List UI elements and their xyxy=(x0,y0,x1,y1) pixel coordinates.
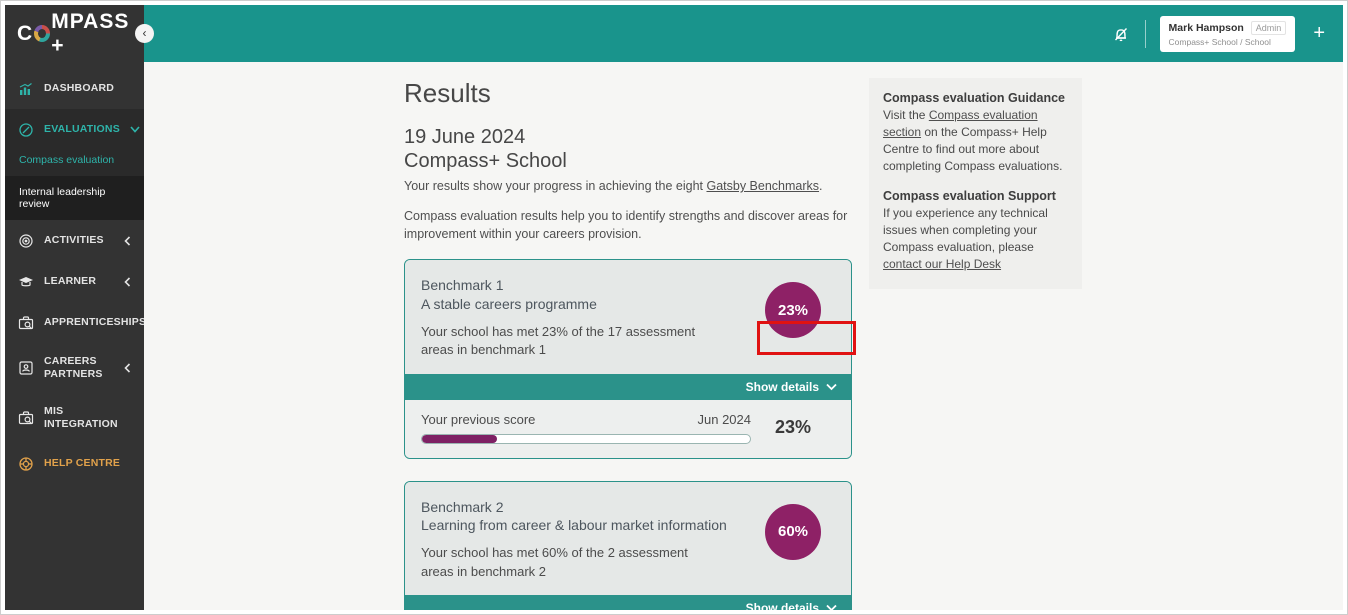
logo-area: C MPASS + ‹ xyxy=(5,5,154,62)
user-org-name: Compass+ School xyxy=(1168,36,1238,47)
user-account-menu[interactable]: Mark Hampson Admin Compass+ School / Sch… xyxy=(1159,15,1296,52)
sidebar-item-help-centre[interactable]: HELP CENTRE xyxy=(5,444,144,485)
user-org-type: School xyxy=(1244,36,1271,47)
sidebar-item-evaluations[interactable]: EVALUATIONS xyxy=(5,109,144,150)
result-date: 19 June 2024 xyxy=(404,126,526,148)
intro-text: Your results show your progress in achie… xyxy=(404,177,852,195)
benchmark-subtitle: Learning from career & labour market inf… xyxy=(421,517,727,534)
add-button[interactable]: + xyxy=(1309,22,1329,45)
sidebar-label-apprenticeships: APPRENTICESHIPS xyxy=(44,315,144,328)
sidebar-nav: DASHBOARD EVALUATIONS Compass evaluation… xyxy=(5,62,144,610)
sidebar-label-dashboard: DASHBOARD xyxy=(44,81,115,94)
benchmark-description: Your school has met 23% of the 17 assess… xyxy=(421,324,696,358)
sidebar-label-compass-evaluation: Compass evaluation xyxy=(19,154,115,166)
benchmark-2-card: Benchmark 2 Learning from career & labou… xyxy=(404,480,852,610)
sidebar-item-apprenticeships[interactable]: APPRENTICESHIPS xyxy=(5,302,144,343)
sidebar-label-help-centre: HELP CENTRE xyxy=(44,457,121,470)
help-centre-lifering-icon xyxy=(17,456,34,473)
page-title: Results xyxy=(404,78,491,108)
show-details-button[interactable]: Show details xyxy=(405,373,851,400)
guidance-p2-pre: If you experience any technical issues w… xyxy=(883,206,1048,255)
previous-score-value: 23% xyxy=(774,417,812,438)
topbar-divider xyxy=(1144,19,1146,48)
sidebar-item-learner[interactable]: LEARNER xyxy=(5,261,144,302)
chevron-left-icon xyxy=(124,276,134,287)
activities-target-icon xyxy=(17,232,34,249)
guidance-p1-pre: Visit the xyxy=(883,108,929,122)
sidebar-item-internal-leadership-review[interactable]: Internal leadership review xyxy=(5,176,144,220)
sidebar-item-mis-integration[interactable]: MIS INTEGRATION xyxy=(5,393,144,443)
chevron-down-icon xyxy=(826,383,837,391)
bell-muted-icon xyxy=(1111,24,1131,44)
result-school-name: Compass+ School xyxy=(404,150,567,172)
sidebar-label-evaluations: EVALUATIONS xyxy=(44,122,120,135)
chevron-down-icon xyxy=(130,126,140,133)
dashboard-chart-icon xyxy=(17,80,34,97)
show-details-label: Show details xyxy=(745,600,819,610)
sidebar-item-dashboard[interactable]: DASHBOARD xyxy=(5,68,144,109)
benchmark-description: Your school has met 60% of the 2 assessm… xyxy=(421,545,688,579)
compass-logo-icon xyxy=(34,25,51,42)
support-text: If you experience any technical issues w… xyxy=(883,205,1068,273)
compass-plus-logo: C MPASS + xyxy=(17,10,144,58)
sidebar-label-activities: ACTIVITIES xyxy=(44,233,104,246)
intro-pre: Your results show your progress in achie… xyxy=(404,179,707,193)
main-content: Results 19 June 2024 Compass+ School You… xyxy=(144,62,1343,610)
previous-score-label: Your previous score xyxy=(421,411,536,427)
benchmark-subtitle: A stable careers programme xyxy=(421,296,597,313)
sidebar-label-mis-integration: MIS INTEGRATION xyxy=(44,405,118,431)
logo-suffix: MPASS + xyxy=(51,9,130,57)
mis-integration-briefcase-search-icon xyxy=(17,410,34,427)
results-column: Results 19 June 2024 Compass+ School You… xyxy=(404,78,852,610)
sidebar-label-internal-leadership-review: Internal leadership review xyxy=(19,186,106,210)
careers-partners-idcard-icon xyxy=(17,360,34,377)
guidance-p1-post: on the Compass+ Help Centre to find out … xyxy=(883,125,1063,174)
evaluations-group: EVALUATIONS Compass evaluation Internal … xyxy=(5,109,144,220)
logo-prefix: C xyxy=(17,21,34,45)
score-badge: 23% xyxy=(765,282,821,339)
score-badge: 60% xyxy=(765,503,821,560)
sidebar-label-learner: LEARNER xyxy=(44,274,97,287)
guidance-panel: Compass evaluation Guidance Visit the Co… xyxy=(869,78,1082,290)
compass-evaluation-section-link[interactable]: Compass evaluation section xyxy=(883,108,1038,140)
intro-text-2: Compass evaluation results help you to i… xyxy=(404,209,848,242)
learner-graduation-cap-icon xyxy=(17,273,34,290)
intro-post: . xyxy=(819,179,823,193)
sidebar-collapse-button[interactable]: ‹ xyxy=(135,24,154,43)
notifications-muted-button[interactable] xyxy=(1111,24,1131,44)
user-name: Mark Hampson xyxy=(1168,21,1244,34)
score-value: 60% xyxy=(777,523,809,541)
score-value: 23% xyxy=(777,301,809,319)
progress-fill xyxy=(422,434,498,443)
show-details-button[interactable]: Show details xyxy=(405,594,851,610)
chevron-left-icon xyxy=(124,235,134,246)
apprenticeships-briefcase-search-icon xyxy=(17,314,34,331)
evaluations-compass-icon xyxy=(17,121,34,138)
guidance-text: Visit the Compass evaluation section on … xyxy=(883,107,1068,175)
guidance-heading: Compass evaluation Guidance xyxy=(883,91,1065,105)
topbar: Mark Hampson Admin Compass+ School / Sch… xyxy=(144,5,1343,62)
sidebar-item-careers-partners[interactable]: CAREERS PARTNERS xyxy=(5,343,144,393)
previous-score-progressbar xyxy=(421,433,751,444)
user-org-separator: / xyxy=(1240,36,1243,47)
sidebar-item-compass-evaluation[interactable]: Compass evaluation xyxy=(5,150,144,176)
help-desk-link[interactable]: contact our Help Desk xyxy=(883,257,1002,272)
user-role-badge: Admin xyxy=(1250,20,1287,35)
support-heading: Compass evaluation Support xyxy=(883,189,1056,204)
previous-score-date: Jun 2024 xyxy=(697,411,752,427)
chevron-left-icon xyxy=(124,363,134,373)
benchmark-title: Benchmark 2 xyxy=(421,498,504,515)
chevron-down-icon xyxy=(826,604,837,610)
benchmark-title: Benchmark 1 xyxy=(421,277,504,294)
gatsby-benchmarks-link[interactable]: Gatsby Benchmarks xyxy=(706,179,820,193)
show-details-label: Show details xyxy=(745,379,819,394)
benchmark-1-card: Benchmark 1 A stable careers programme Y… xyxy=(404,259,852,459)
sidebar-label-careers-partners: CAREERS PARTNERS xyxy=(44,355,103,381)
user-organisation: Compass+ School / School xyxy=(1169,37,1287,47)
sidebar-item-activities[interactable]: ACTIVITIES xyxy=(5,220,144,261)
